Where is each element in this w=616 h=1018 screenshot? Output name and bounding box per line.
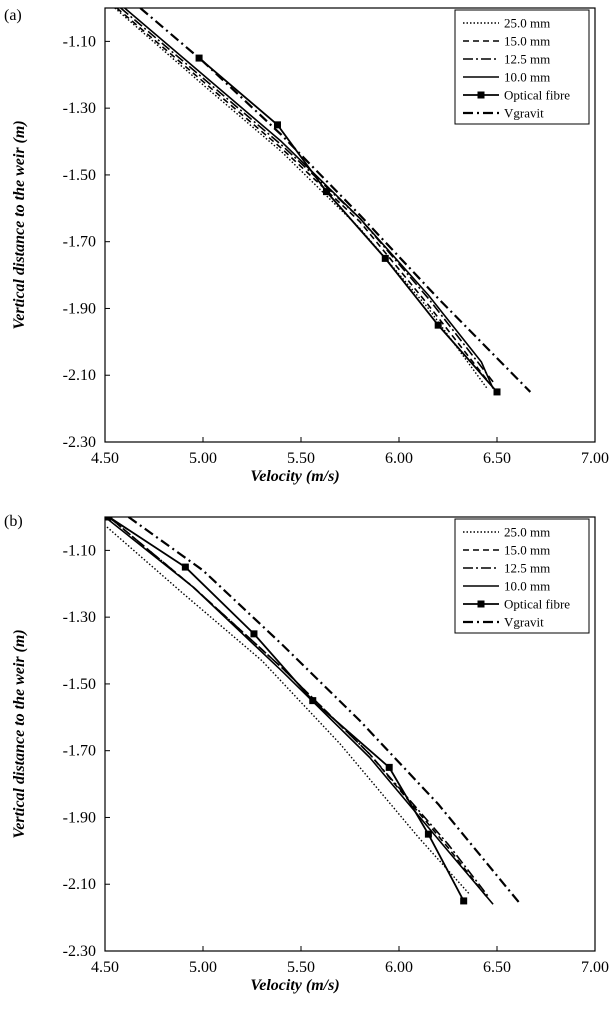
y-tick-label: -1.30: [63, 609, 96, 626]
data-point-optical-fibre: [424, 830, 432, 838]
y-tick-label: -2.30: [63, 943, 96, 960]
legend-label-12-5-mm: 12.5 mm: [504, 561, 550, 576]
x-axis-title: Velocity (m/s): [250, 977, 339, 994]
data-point-optical-fibre: [195, 54, 203, 62]
series-line-optical-fibre: [108, 517, 465, 902]
data-point-optical-fibre: [381, 254, 389, 262]
legend-box: [454, 518, 590, 634]
panel-label-b: (b): [4, 513, 23, 530]
legend-label-25-0-mm: 25.0 mm: [504, 525, 550, 540]
y-tick-label: -2.30: [63, 434, 96, 451]
series-line-optical-fibre: [198, 57, 498, 393]
x-tick-label: 5.00: [189, 959, 217, 976]
series-line-15-0-mm: [116, 8, 492, 386]
data-point-optical-fibre: [181, 563, 189, 571]
series-group: [105, 517, 522, 905]
y-tick-label: -1.30: [63, 100, 96, 117]
series-line-12-5-mm: [120, 8, 494, 383]
series-line-10-0-mm: [105, 517, 494, 905]
series-line-25-0-mm: [114, 8, 488, 389]
legend-label-25-0-mm: 25.0 mm: [504, 16, 550, 31]
legend-label-15-0-mm: 15.0 mm: [504, 543, 550, 558]
x-tick-label: 5.50: [287, 450, 315, 467]
legend-label-10-0-mm: 10.0 mm: [504, 579, 550, 594]
y-tick-label: -1.70: [63, 743, 96, 760]
x-tick-label: 7.00: [581, 450, 609, 467]
legend-label-12-5-mm: 12.5 mm: [504, 52, 550, 67]
legend-marker-optical-fibre: [477, 91, 485, 99]
y-tick-label: -2.10: [63, 876, 96, 893]
plot-frame: [104, 7, 596, 443]
data-point-optical-fibre: [385, 763, 393, 771]
chart-panel-a: (a) -1.10 -1.30 -1.50 -1.70 -1.90 -2.10 -2.304.…: [4, 7, 609, 485]
x-tick-label: 5.50: [287, 959, 315, 976]
x-tick-label: 6.00: [385, 959, 413, 976]
series-line-vgravit: [127, 517, 522, 905]
legend: 25.0 mm 15.0 mm 12.5 mm 10.0 mm Optical fibr…: [454, 518, 590, 634]
y-tick-label: -1.50: [63, 167, 96, 184]
series-line-15-0-mm: [108, 517, 488, 899]
data-point-optical-fibre: [493, 388, 501, 396]
y-tick-label: -2.10: [63, 367, 96, 384]
chart-panel-b: (b) -1.10 -1.30 -1.50 -1.70 -1.90 -2.10 -2.304.…: [4, 513, 609, 994]
data-point-optical-fibre: [250, 630, 258, 638]
legend-label-optical-fibre: Optical fibre: [504, 88, 570, 103]
data-point-optical-fibre: [322, 188, 330, 196]
data-point-optical-fibre: [273, 121, 281, 129]
x-tick-label: 4.50: [91, 959, 119, 976]
y-tick-label: -1.10: [63, 542, 96, 559]
y-tick-label: -1.90: [63, 809, 96, 826]
y-axis-title: Vertical distance to the weir (m): [11, 120, 28, 329]
x-axis-title: Velocity (m/s): [250, 468, 339, 485]
panel-label-a: (a): [4, 7, 22, 24]
series-line-25-0-mm: [106, 526, 471, 895]
series-group: [114, 8, 532, 396]
y-tick-label: -1.90: [63, 300, 96, 317]
legend-label-15-0-mm: 15.0 mm: [504, 34, 550, 49]
data-point-optical-fibre: [460, 897, 468, 905]
legend-label-10-0-mm: 10.0 mm: [504, 70, 550, 85]
x-tick-label: 7.00: [581, 959, 609, 976]
x-tick-label: 6.50: [483, 959, 511, 976]
x-tick-label: 5.00: [189, 450, 217, 467]
legend-box: [454, 9, 590, 125]
x-tick-label: 6.00: [385, 450, 413, 467]
y-tick-label: -1.70: [63, 234, 96, 251]
legend-label-vgravit: Vgravit: [504, 106, 544, 121]
series-line-vgravit: [139, 8, 532, 393]
x-tick-label: 4.50: [91, 450, 119, 467]
legend-label-vgravit: Vgravit: [504, 615, 544, 630]
data-point-optical-fibre: [105, 517, 113, 521]
legend-marker-optical-fibre: [477, 600, 485, 608]
data-point-optical-fibre: [309, 697, 317, 705]
y-tick-label: -1.10: [63, 33, 96, 50]
plot-frame: [104, 516, 596, 952]
y-axis-title: Vertical distance to the weir (m): [11, 629, 28, 838]
legend: 25.0 mm 15.0 mm 12.5 mm 10.0 mm Optical fibr…: [454, 9, 590, 125]
x-tick-label: 6.50: [483, 450, 511, 467]
series-line-10-0-mm: [124, 8, 494, 389]
data-point-optical-fibre: [434, 321, 442, 329]
y-tick-label: -1.50: [63, 676, 96, 693]
legend-label-optical-fibre: Optical fibre: [504, 597, 570, 612]
